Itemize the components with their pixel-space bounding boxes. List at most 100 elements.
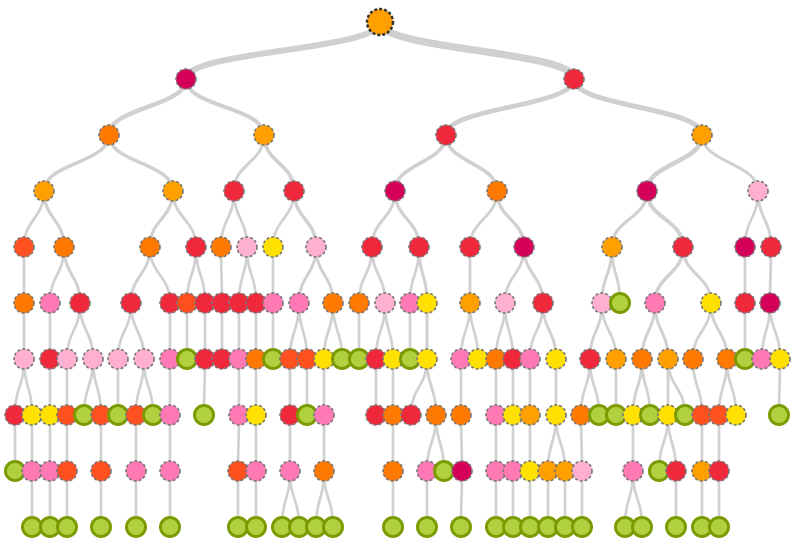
- tree-leaf-node[interactable]: [571, 516, 593, 538]
- tree-node[interactable]: [227, 460, 249, 482]
- tree-node[interactable]: [33, 180, 55, 202]
- tree-node[interactable]: [120, 292, 142, 314]
- tree-node[interactable]: [176, 292, 198, 314]
- tree-node[interactable]: [288, 292, 310, 314]
- tree-node[interactable]: [374, 292, 396, 314]
- tree-node[interactable]: [185, 236, 207, 258]
- tree-leaf-node[interactable]: [193, 404, 215, 426]
- tree-node[interactable]: [622, 460, 644, 482]
- tree-leaf-node[interactable]: [450, 516, 472, 538]
- tree-leaf-node[interactable]: [322, 516, 344, 538]
- tree-node[interactable]: [519, 460, 541, 482]
- tree-node[interactable]: [305, 236, 327, 258]
- tree-node[interactable]: [644, 292, 666, 314]
- tree-node[interactable]: [708, 460, 730, 482]
- tree-node[interactable]: [760, 236, 782, 258]
- tree-node[interactable]: [223, 180, 245, 202]
- tree-node[interactable]: [605, 348, 627, 370]
- tree-node[interactable]: [657, 348, 679, 370]
- tree-node[interactable]: [734, 236, 756, 258]
- tree-node[interactable]: [56, 460, 78, 482]
- tree-leaf-node[interactable]: [639, 404, 661, 426]
- tree-node[interactable]: [159, 404, 181, 426]
- tree-leaf-node[interactable]: [245, 516, 267, 538]
- tree-node[interactable]: [253, 124, 275, 146]
- tree-node[interactable]: [107, 348, 129, 370]
- tree-leaf-node[interactable]: [21, 516, 43, 538]
- tree-node[interactable]: [451, 460, 473, 482]
- tree-node[interactable]: [519, 348, 541, 370]
- tree-node[interactable]: [348, 292, 370, 314]
- tree-leaf-node[interactable]: [90, 516, 112, 538]
- tree-leaf-node[interactable]: [768, 404, 790, 426]
- tree-node[interactable]: [245, 460, 267, 482]
- tree-node[interactable]: [322, 292, 344, 314]
- tree-node[interactable]: [700, 292, 722, 314]
- tree-leaf-node[interactable]: [227, 516, 249, 538]
- tree-node[interactable]: [56, 348, 78, 370]
- tree-node[interactable]: [665, 460, 687, 482]
- tree-node[interactable]: [262, 292, 284, 314]
- tree-node[interactable]: [13, 292, 35, 314]
- tree-node[interactable]: [98, 124, 120, 146]
- tree-node[interactable]: [545, 348, 567, 370]
- tree-node[interactable]: [519, 404, 541, 426]
- tree-node[interactable]: [636, 180, 658, 202]
- tree-node[interactable]: [450, 404, 472, 426]
- tree-leaf-node[interactable]: [416, 516, 438, 538]
- tree-node[interactable]: [601, 236, 623, 258]
- tree-node[interactable]: [416, 348, 438, 370]
- tree-leaf-node[interactable]: [433, 460, 455, 482]
- tree-node[interactable]: [459, 292, 481, 314]
- tree-node[interactable]: [13, 348, 35, 370]
- tree-node[interactable]: [313, 404, 335, 426]
- tree-node[interactable]: [486, 180, 508, 202]
- tree-node[interactable]: [725, 404, 747, 426]
- tree-leaf-node[interactable]: [56, 516, 78, 538]
- tree-node[interactable]: [435, 124, 457, 146]
- tree-node[interactable]: [759, 292, 781, 314]
- tree-leaf-node[interactable]: [631, 516, 653, 538]
- tree-node[interactable]: [672, 236, 694, 258]
- tree-node[interactable]: [769, 348, 791, 370]
- tree-node[interactable]: [691, 124, 713, 146]
- tree-node[interactable]: [162, 180, 184, 202]
- tree-node[interactable]: [532, 292, 554, 314]
- tree-node[interactable]: [39, 292, 61, 314]
- tree-leaf-node[interactable]: [176, 348, 198, 370]
- tree-node[interactable]: [21, 460, 43, 482]
- tree-node[interactable]: [236, 236, 258, 258]
- tree-node[interactable]: [139, 236, 161, 258]
- tree-node[interactable]: [400, 404, 422, 426]
- tree-node[interactable]: [245, 404, 267, 426]
- tree-node[interactable]: [682, 348, 704, 370]
- tree-node[interactable]: [734, 292, 756, 314]
- tree-node[interactable]: [361, 236, 383, 258]
- tree-node[interactable]: [513, 236, 535, 258]
- tree-node[interactable]: [494, 292, 516, 314]
- tree-node[interactable]: [175, 68, 197, 90]
- tree-node[interactable]: [416, 292, 438, 314]
- tree-node[interactable]: [382, 404, 404, 426]
- tree-node[interactable]: [751, 348, 773, 370]
- tree-leaf-node[interactable]: [107, 404, 129, 426]
- tree-node[interactable]: [747, 180, 769, 202]
- tree-node[interactable]: [159, 460, 181, 482]
- tree-node[interactable]: [125, 460, 147, 482]
- tree-node[interactable]: [283, 180, 305, 202]
- tree-node[interactable]: [82, 348, 104, 370]
- tree-node[interactable]: [69, 292, 91, 314]
- tree-node[interactable]: [133, 348, 155, 370]
- tree-node[interactable]: [425, 404, 447, 426]
- tree-node[interactable]: [279, 460, 301, 482]
- tree-node[interactable]: [467, 348, 489, 370]
- tree-node[interactable]: [53, 236, 75, 258]
- tree-leaf-node[interactable]: [159, 516, 181, 538]
- tree-node[interactable]: [459, 236, 481, 258]
- tree-leaf-node[interactable]: [125, 516, 147, 538]
- tree-node[interactable]: [313, 460, 335, 482]
- tree-leaf-node[interactable]: [519, 516, 541, 538]
- tree-leaf-node[interactable]: [382, 516, 404, 538]
- tree-node[interactable]: [13, 236, 35, 258]
- tree-node[interactable]: [90, 460, 112, 482]
